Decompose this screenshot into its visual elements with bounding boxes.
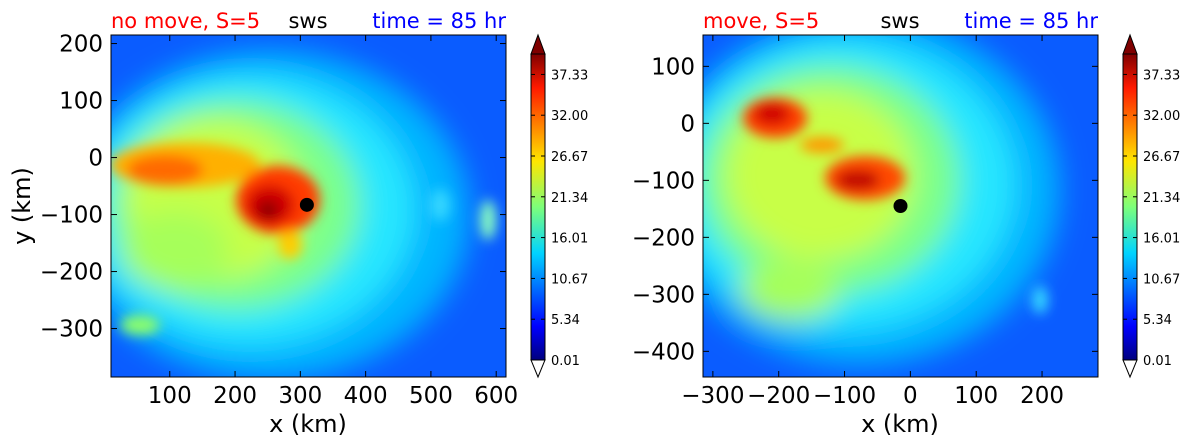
panel1-x-tick-label: 600 xyxy=(474,383,518,409)
panel2-x-tick-label: −300 xyxy=(681,383,744,409)
panel1-y-tick-label: 0 xyxy=(88,146,103,172)
panel1-y-ticks: 200 100 0 −100 −200 −300 xyxy=(40,32,506,343)
panel2-x-ticks: −300 −200 −100 0 100 200 xyxy=(681,35,1064,409)
panel-2: move, S=5 sws time = 85 hr −300− xyxy=(632,9,1180,438)
panel1-x-ticks: 100 200 300 400 500 600 xyxy=(148,35,518,409)
panel1-colorbar-tick-label: 26.67 xyxy=(551,150,588,165)
panel1-colorbar-ticks: 37.33 32.00 26.67 21.34 16.01 10.67 5.34 0.01 xyxy=(531,68,588,369)
panel1-y-tick-label: −200 xyxy=(40,260,103,286)
panel2-colorbar-tick-label: 37.33 xyxy=(1143,68,1180,83)
panel1-x-tick-label: 300 xyxy=(278,383,322,409)
panel2-x-axis-label: x (km) xyxy=(861,410,939,438)
panel2-x-tick-label: 100 xyxy=(954,383,998,409)
panel1-title-center: sws xyxy=(288,9,327,33)
panel2-colorbar: 37.33 32.00 26.67 21.34 16.01 10.67 5.34 0.01 xyxy=(1122,33,1180,379)
panel2-title-center: sws xyxy=(880,9,919,33)
panel2-colorbar-max-extension xyxy=(1122,33,1138,55)
panel1-colorbar-tick-label: 32.00 xyxy=(551,109,588,124)
panel2-y-tick-label: 100 xyxy=(651,54,695,80)
panel2-colorbar-ticks: 37.33 32.00 26.67 21.34 16.01 10.67 5.34 0.01 xyxy=(1123,68,1180,369)
panel1-title-left: no move, S=5 xyxy=(111,9,260,33)
panel1-colorbar-min-extension xyxy=(530,359,546,379)
panel1-x-tick-label: 400 xyxy=(344,383,388,409)
panel2-y-tick-label: −200 xyxy=(632,225,695,251)
panel2-x-tick-label: −100 xyxy=(813,383,876,409)
panel1-colorbar-tick-label: 0.01 xyxy=(551,354,580,369)
panel1-title-right: time = 85 hr xyxy=(372,9,506,33)
panel2-y-ticks: 100 0 −100 −200 −300 −400 xyxy=(632,54,1098,365)
panel1-contour-field xyxy=(111,35,506,377)
panel2-y-tick-label: −400 xyxy=(632,339,695,365)
panel2-x-tick-label: 0 xyxy=(903,383,918,409)
panel2-center-marker xyxy=(893,199,908,213)
panel1-colorbar: 37.33 32.00 26.67 21.34 16.01 10.67 5.34 0.01 xyxy=(530,33,588,379)
panel2-colorbar-body xyxy=(1122,53,1138,361)
panel2-title-right: time = 85 hr xyxy=(964,9,1098,33)
panel2-colorbar-tick-label: 10.67 xyxy=(1143,272,1180,287)
panel2-colorbar-min-extension xyxy=(1122,359,1138,379)
panel2-x-tick-label: 200 xyxy=(1020,383,1064,409)
panel2-colorbar-tick-label: 5.34 xyxy=(1143,313,1172,328)
panel1-colorbar-max-extension xyxy=(530,33,546,55)
panel2-colorbar-tick-label: 21.34 xyxy=(1143,191,1180,206)
panel1-colorbar-tick-label: 21.34 xyxy=(551,191,588,206)
panel-1: no move, S=5 sws time = 85 hr xyxy=(8,9,588,438)
panel1-y-tick-label: 200 xyxy=(59,32,103,58)
panel1-y-axis-label: y (km) xyxy=(8,167,36,245)
panel2-y-tick-label: 0 xyxy=(680,111,695,137)
panel2-axes-frame xyxy=(702,34,1099,378)
panel1-axes-frame xyxy=(110,34,507,378)
panel1-x-tick-label: 500 xyxy=(409,383,453,409)
panel2-y-tick-label: −300 xyxy=(632,282,695,308)
panel2-colorbar-tick-label: 32.00 xyxy=(1143,109,1180,124)
panel1-y-tick-label: 100 xyxy=(59,89,103,115)
panel1-colorbar-tick-label: 10.67 xyxy=(551,272,588,287)
panel2-x-tick-label: −200 xyxy=(747,383,810,409)
panel1-y-tick-label: −100 xyxy=(40,203,103,229)
panel1-x-tick-label: 100 xyxy=(148,383,192,409)
panel1-colorbar-tick-label: 37.33 xyxy=(551,68,588,83)
panel2-title-left: move, S=5 xyxy=(703,9,819,33)
panel1-x-axis-label: x (km) xyxy=(269,410,347,438)
panel1-colorbar-tick-label: 5.34 xyxy=(551,313,580,328)
panel2-y-tick-label: −100 xyxy=(632,168,695,194)
panel2-contour-field xyxy=(703,35,1098,377)
panel1-colorbar-tick-label: 16.01 xyxy=(551,232,588,247)
panel1-center-marker xyxy=(299,197,314,212)
panel2-colorbar-tick-label: 26.67 xyxy=(1143,150,1180,165)
panel1-x-tick-label: 200 xyxy=(213,383,257,409)
panel2-colorbar-tick-label: 0.01 xyxy=(1143,354,1172,369)
panel1-colorbar-body xyxy=(530,53,546,361)
panel1-y-tick-label: −300 xyxy=(40,317,103,343)
panel2-colorbar-tick-label: 16.01 xyxy=(1143,232,1180,247)
